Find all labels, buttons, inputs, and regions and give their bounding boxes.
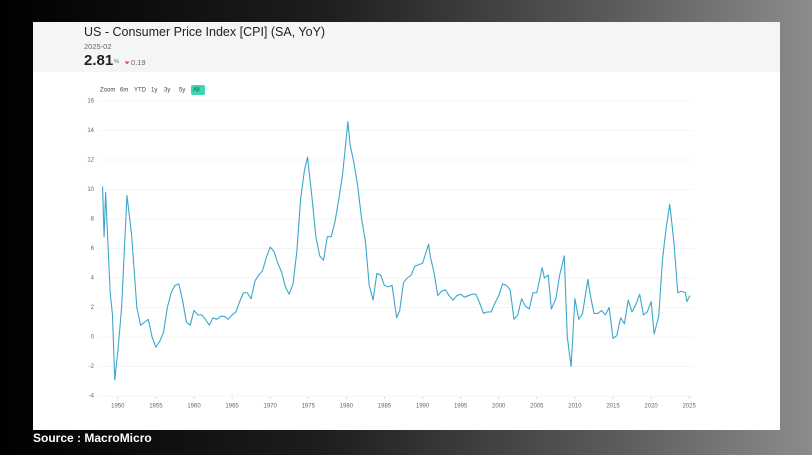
latest-unit: %: [114, 59, 119, 65]
y-tick-label: -2: [89, 364, 95, 370]
y-tick-label: 0: [91, 335, 95, 341]
latest-value: 2.81: [84, 52, 114, 69]
x-tick-label: 1955: [149, 404, 163, 410]
x-tick-label: 1960: [187, 404, 201, 410]
y-tick-label: 14: [87, 128, 94, 134]
x-tick-label: 1980: [340, 404, 354, 410]
y-tick-label: 2: [91, 305, 95, 311]
x-tick-label: 2000: [492, 404, 506, 410]
x-tick-label: 2020: [644, 404, 658, 410]
header: [33, 22, 780, 72]
zoom-button-bg: [191, 85, 205, 95]
chart-title: US - Consumer Price Index [CPI] (SA, YoY…: [84, 25, 326, 39]
chart-card: US - Consumer Price Index [CPI] (SA, YoY…: [33, 22, 780, 430]
latest-date: 2025-02: [84, 42, 112, 51]
zoom-label: Zoom: [100, 88, 115, 94]
zoom-button[interactable]: YTD: [134, 88, 147, 94]
y-tick-label: 6: [91, 246, 95, 252]
y-tick-label: 4: [91, 276, 95, 282]
zoom-button[interactable]: 1y: [151, 88, 157, 94]
x-tick-label: 1985: [378, 404, 392, 410]
zoom-button[interactable]: 6m: [120, 88, 128, 94]
y-tick-label: 16: [87, 99, 94, 105]
x-tick-label: 2025: [683, 404, 697, 410]
x-tick-label: 1975: [302, 404, 316, 410]
x-tick-label: 1950: [111, 404, 125, 410]
zoom-button[interactable]: 5y: [179, 88, 185, 94]
zoom-button[interactable]: All: [193, 88, 200, 94]
x-tick-label: 1995: [454, 404, 468, 410]
y-tick-label: 8: [91, 217, 95, 223]
y-tick-label: -4: [89, 394, 95, 400]
source: Source : MacroMicro: [33, 431, 152, 445]
y-tick-label: 12: [87, 158, 94, 164]
cpi-line: [102, 121, 691, 381]
x-tick-label: 2005: [530, 404, 544, 410]
zoom-button[interactable]: 3y: [164, 88, 170, 94]
x-tick-label: 1965: [225, 404, 239, 410]
latest-change: 0.19: [131, 58, 146, 67]
x-tick-label: 2015: [606, 404, 620, 410]
x-tick-label: 1990: [416, 404, 430, 410]
x-tick-label: 1970: [263, 404, 277, 410]
y-tick-label: 10: [87, 187, 94, 193]
change-arrow: [124, 61, 130, 65]
x-tick-label: 2010: [568, 404, 582, 410]
